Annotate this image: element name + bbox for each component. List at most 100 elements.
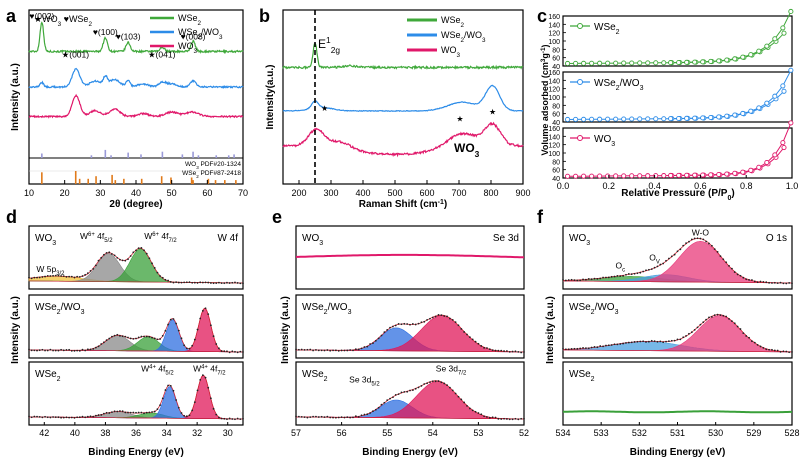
peak-label-part: 4f xyxy=(159,231,169,241)
raw-data-point xyxy=(231,281,234,284)
raw-data-point xyxy=(486,416,488,418)
raw-data-point xyxy=(474,340,477,343)
raw-data-point xyxy=(411,389,414,391)
raw-data-point xyxy=(759,280,762,283)
isotherm-point xyxy=(788,67,794,73)
raw-data-point xyxy=(346,349,349,352)
isotherm-point xyxy=(661,116,667,122)
raw-data-point xyxy=(151,411,153,413)
raw-data-point xyxy=(756,281,759,284)
raw-data-point xyxy=(242,351,244,353)
subplot-name-part: 3 xyxy=(586,240,590,247)
isotherm-point xyxy=(692,59,698,65)
raw-data-point xyxy=(215,282,218,285)
raw-data-point xyxy=(159,338,161,340)
raw-data-point xyxy=(616,343,619,346)
flat-spectrum xyxy=(563,410,792,414)
raw-data-point xyxy=(768,281,770,284)
raw-data-point xyxy=(36,276,38,279)
raw-data-point xyxy=(579,347,582,350)
isotherm-point xyxy=(780,25,786,31)
peak-label-part: 5/2 xyxy=(371,382,379,388)
raw-data-point xyxy=(665,340,667,343)
legend-entry-part: 3 xyxy=(219,34,223,41)
raw-data-point xyxy=(647,268,650,271)
raw-data-point xyxy=(668,340,670,343)
raw-data-point xyxy=(656,265,659,268)
isotherm-point xyxy=(764,43,770,49)
raw-data-point xyxy=(523,417,525,420)
raw-data-point xyxy=(414,387,417,390)
raw-data-point xyxy=(719,255,722,258)
fit-baseline xyxy=(562,280,793,284)
raw-data-point xyxy=(201,374,204,377)
raw-data-point xyxy=(156,271,159,274)
ref-label-wo3-part: WO xyxy=(185,161,196,168)
isotherm-point xyxy=(597,60,603,66)
raw-data-point xyxy=(705,318,708,321)
raw-data-point xyxy=(36,415,38,418)
raw-data-point xyxy=(191,344,194,347)
isotherm-point xyxy=(748,108,754,114)
subplot-corner-label-part: O 1s xyxy=(766,233,787,244)
raw-data-point xyxy=(172,318,175,320)
raw-data-point xyxy=(349,416,352,419)
raw-data-point xyxy=(673,339,676,342)
raw-data-point xyxy=(409,323,411,326)
raw-data-point xyxy=(212,407,215,410)
raw-data-point xyxy=(177,281,180,284)
raw-data-point xyxy=(196,389,199,392)
isotherm-point xyxy=(589,116,595,122)
isotherm-point xyxy=(732,56,738,62)
raw-data-point xyxy=(70,416,73,419)
raw-data-point xyxy=(60,275,62,277)
subplot-name: WO3 xyxy=(569,233,590,247)
raw-data-point xyxy=(585,347,587,350)
raw-data-point xyxy=(426,319,428,321)
raw-data-point xyxy=(449,386,451,389)
isotherm-point xyxy=(645,173,651,179)
raw-data-point xyxy=(708,242,710,245)
raw-data-point xyxy=(54,349,57,352)
raw-data-point xyxy=(605,276,607,279)
isotherm-point xyxy=(724,57,730,63)
x-tick-label: 400 xyxy=(355,188,370,198)
raw-data-point xyxy=(440,314,443,317)
legend-entry-part: 3 xyxy=(194,48,198,55)
subplot-name-part: 2 xyxy=(57,376,61,383)
raw-data-point xyxy=(363,413,366,416)
peak-label: W 5p3/2 xyxy=(36,264,64,277)
raw-data-point xyxy=(137,247,140,250)
raw-data-point xyxy=(383,401,386,404)
subplot-name-part: 3 xyxy=(615,309,619,316)
raw-data-point xyxy=(161,397,164,400)
raw-data-point xyxy=(725,315,728,318)
raw-data-point xyxy=(392,325,394,328)
legend-entry: WSe2 xyxy=(178,13,202,27)
raw-data-point xyxy=(204,376,207,379)
raw-data-point xyxy=(662,262,665,265)
isotherm-point xyxy=(573,60,579,66)
raw-data-point xyxy=(119,410,121,412)
raw-data-point xyxy=(745,278,748,281)
peak-label: W4+ 4f5/2 xyxy=(141,363,174,376)
raw-data-point xyxy=(65,416,68,419)
raw-data-point xyxy=(713,248,716,251)
peak-label-part: 4f xyxy=(156,363,166,373)
isotherm-point xyxy=(676,115,682,122)
raw-data-point xyxy=(57,416,60,419)
raw-data-point xyxy=(400,391,403,394)
isotherm-point xyxy=(732,170,738,176)
raw-data-point xyxy=(639,340,642,343)
raw-data-point xyxy=(366,345,369,348)
x-tick-label: 52 xyxy=(519,428,529,438)
peak-label-e2g-part: 1 xyxy=(326,35,331,45)
isotherm-point xyxy=(732,112,738,118)
raw-data-point xyxy=(295,348,297,351)
raw-data-point xyxy=(463,331,466,333)
raw-data-point xyxy=(613,343,616,346)
legend-entry: WSe2/WO3 xyxy=(178,27,223,41)
subplot-name-part: 2 xyxy=(324,376,328,383)
raw-data-point xyxy=(514,417,517,420)
raw-data-point xyxy=(335,349,337,352)
